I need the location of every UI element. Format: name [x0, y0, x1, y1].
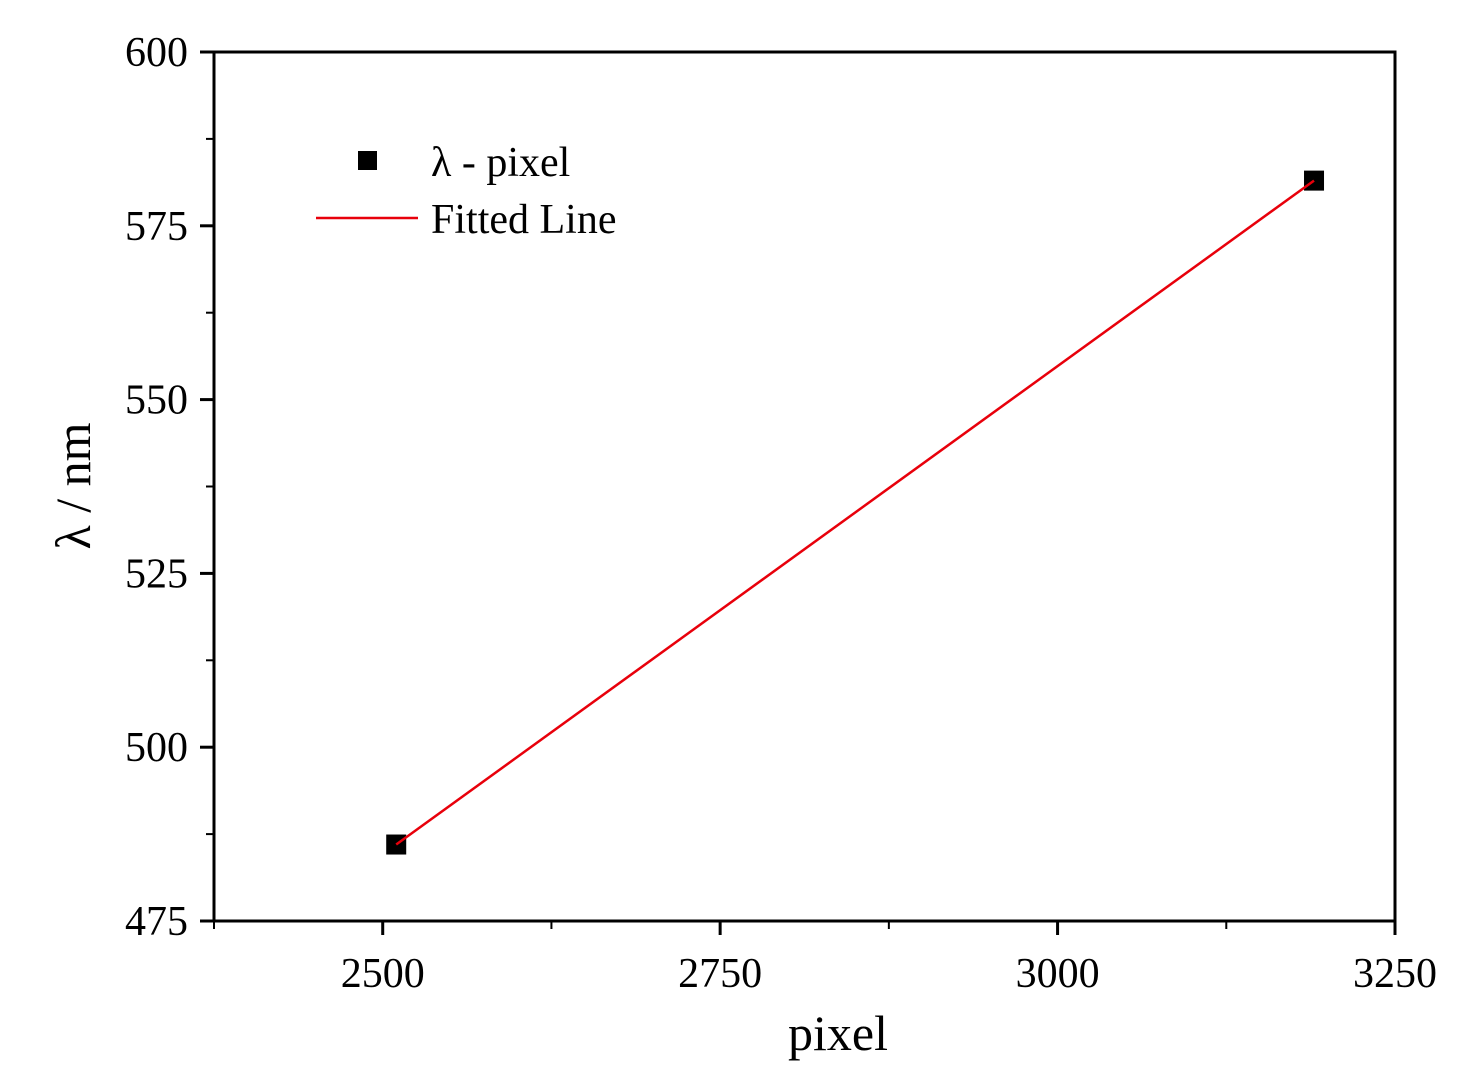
y-tick-label: 550 — [125, 378, 188, 424]
y-tick-label: 575 — [125, 204, 188, 250]
x-axis-title: pixel — [788, 1005, 888, 1061]
tick-labels: 2500 2750 3000 3250 475 500 525 550 575 600 — [125, 30, 1437, 997]
legend-label-fitted: Fitted Line — [431, 197, 616, 243]
legend-label-scatter: λ - pixel — [431, 140, 570, 186]
y-axis-title: λ / nm — [45, 422, 101, 549]
fitted-line — [395, 179, 1315, 846]
y-tick-label: 600 — [125, 30, 188, 76]
axis-ticks — [200, 50, 1397, 935]
y-tick-label: 475 — [125, 899, 188, 945]
series-layer — [386, 170, 1325, 855]
plot-area-border — [212, 50, 1397, 923]
plot-frame — [212, 50, 1397, 923]
y-tick-label: 525 — [125, 551, 188, 597]
y-tick-label: 500 — [125, 725, 188, 771]
legend: λ - pixel Fitted Line — [316, 140, 616, 243]
legend-marker-square — [358, 151, 377, 170]
x-tick-label: 2750 — [678, 951, 762, 997]
x-tick-label: 2500 — [341, 951, 425, 997]
x-tick-label: 3250 — [1353, 951, 1437, 997]
x-tick-label: 3000 — [1016, 951, 1100, 997]
